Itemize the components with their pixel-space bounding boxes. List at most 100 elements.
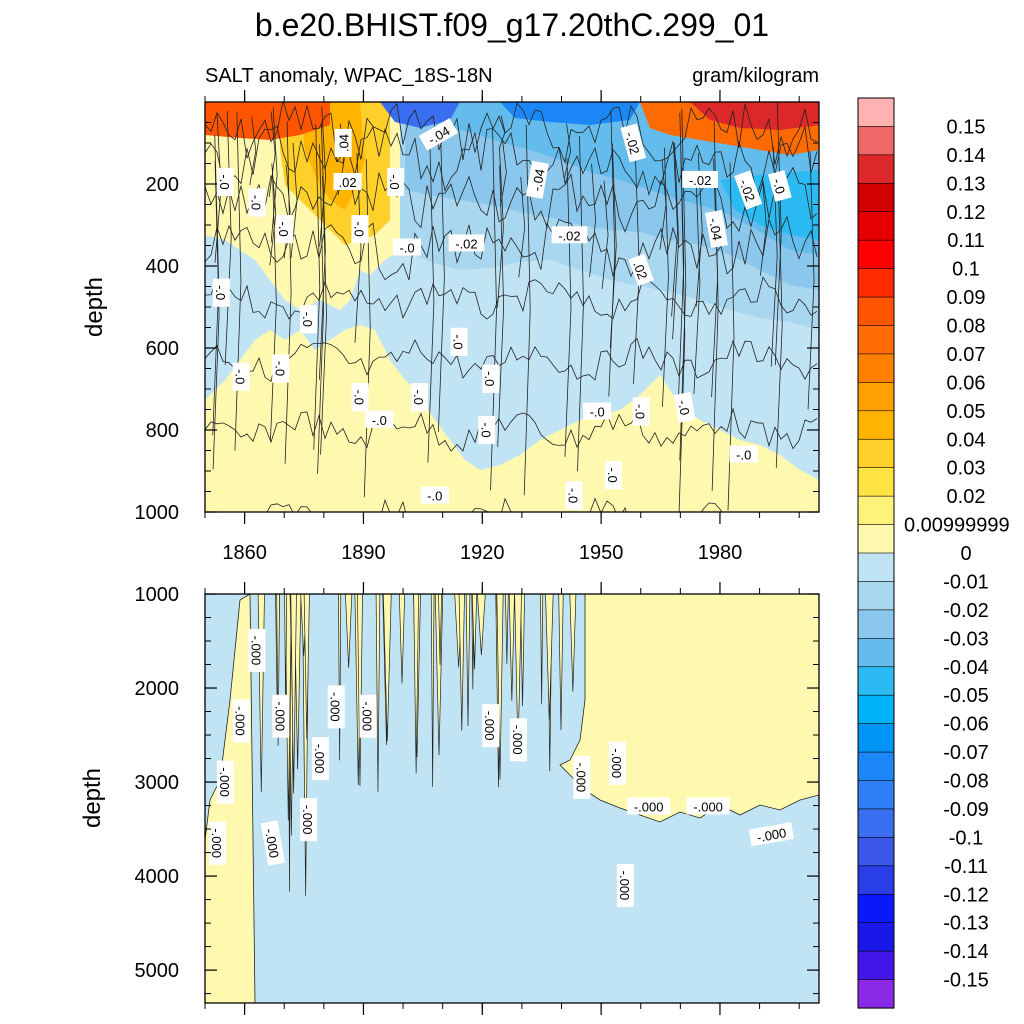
- bottom-streaks: [257, 594, 577, 896]
- contour-label-text: -.000: [262, 827, 282, 859]
- contour-label-text: -.000: [482, 711, 497, 741]
- bottom-plume: [413, 594, 419, 774]
- bottom-plume: [496, 594, 504, 780]
- contour-label: -.0: [232, 362, 250, 391]
- contour-label-bg: [729, 445, 758, 463]
- x-tick-label: 1950: [579, 542, 624, 564]
- contour-label: -.0: [768, 170, 792, 202]
- contour-line: [224, 111, 232, 365]
- colorbar-label: -0.09: [943, 799, 989, 821]
- contour-label-text: -.0: [300, 312, 315, 327]
- contour-label-bg: [628, 253, 655, 287]
- bottom-plume: [508, 594, 515, 701]
- bottom-plume: [545, 594, 554, 721]
- colorbar-label: 0.03: [947, 458, 986, 480]
- contour-label-text: -.000: [209, 828, 224, 858]
- contour-line: [427, 142, 435, 463]
- contour-label: -.000: [248, 628, 266, 672]
- colorbar-swatch: [857, 780, 895, 810]
- bottom-plume: [569, 594, 577, 692]
- y-tick-label: 5000: [135, 960, 180, 982]
- contour-label-text: -.0: [411, 390, 426, 405]
- contour-label-bg: [216, 760, 234, 804]
- colorbar-label: -0.14: [943, 941, 989, 963]
- contour-line: [564, 158, 572, 457]
- contour-line: [270, 107, 278, 243]
- contour-label-text: -.000: [217, 767, 232, 797]
- contour-label: -.000: [260, 820, 285, 866]
- contour-line: [559, 594, 819, 823]
- colorbar-label: -0.11: [944, 856, 988, 878]
- contour-line: [518, 176, 526, 278]
- contour-label: -.0: [420, 486, 449, 504]
- y-tick-label: 800: [146, 420, 179, 442]
- contour-label: -.0: [565, 481, 583, 510]
- colorbar-label: 0.08: [947, 316, 986, 338]
- contour-label-bg: [359, 694, 377, 738]
- contour-label-bg: [410, 383, 428, 412]
- contour-label-text: -.02: [736, 177, 758, 203]
- contour-label-bg: [605, 461, 623, 490]
- top-x-axis: 1860 1890 1920 1950 1980: [204, 90, 800, 564]
- contour-line: [577, 135, 584, 472]
- contour-line: [437, 123, 445, 432]
- contour-label-bg: [525, 160, 549, 199]
- contour-label-text: -.000: [617, 871, 632, 901]
- contour-label-bg: [448, 234, 485, 252]
- contour-label-text: -.0: [387, 174, 402, 189]
- contour-line: [497, 148, 504, 308]
- contour-label-text: -.0: [478, 422, 493, 437]
- contour-line: [671, 145, 678, 317]
- bottom-plume: [471, 594, 478, 670]
- contour-label-text: -.0: [736, 448, 751, 463]
- contour-label: -.02: [734, 170, 763, 210]
- contour-label: -.02: [620, 123, 647, 163]
- contour-line: [759, 176, 767, 276]
- chart-subtitle-right: gram/kilogram: [692, 65, 819, 87]
- contour-label-text: -.0: [248, 195, 263, 210]
- contour-label-text: .02: [339, 175, 357, 190]
- colorbar-swatch: [857, 126, 895, 156]
- contour-label-bg: [208, 821, 226, 865]
- colorbar-label: 0.14: [947, 145, 986, 167]
- colorbar-swatch: [857, 723, 895, 753]
- contour-label: -.000: [627, 797, 671, 815]
- contour-line: [205, 276, 818, 320]
- contour-label-bg: [248, 628, 266, 672]
- contour-label: -.000: [509, 718, 527, 762]
- contour-label-text: -.0: [272, 361, 287, 376]
- contour-line: [205, 594, 256, 1003]
- contour-label-bg: [748, 822, 795, 847]
- colorbar-swatch: [857, 609, 895, 639]
- contour-label-bg: [248, 188, 266, 217]
- bottom-y-axis-label: depth: [79, 768, 106, 828]
- contour-line: [318, 122, 326, 380]
- contour-label-bg: [705, 210, 728, 249]
- contour-label: -.0: [216, 167, 234, 197]
- contour-label-bg: [260, 820, 285, 866]
- contour-label: .02: [628, 253, 655, 287]
- contour-label-bg: [482, 364, 500, 393]
- contour-line: [775, 180, 783, 468]
- colorbar-label: 0.09: [947, 287, 986, 309]
- y-tick-label: 3000: [135, 772, 180, 794]
- bottom-contour-labels: -.000 -.000 -.000 -.000 -.000 -.000 -.000 -.000…: [208, 628, 795, 907]
- colorbar-label: -0.04: [943, 657, 989, 679]
- contour-label-bg: [573, 755, 591, 799]
- bottom-x-axis: [204, 582, 800, 1015]
- contour-label: -.0: [365, 410, 394, 428]
- contour-label-text: -.000: [300, 805, 315, 835]
- contour-label-bg: [608, 741, 626, 785]
- colorbar-swatch: [857, 211, 895, 241]
- contour-line: [609, 143, 617, 349]
- colorbar-label: -0.1: [949, 827, 983, 849]
- contour-label: -.0: [673, 392, 696, 423]
- colorbar-swatch: [857, 154, 895, 184]
- y-tick-label: 4000: [135, 866, 180, 888]
- contour-label-text: -.0: [590, 405, 605, 420]
- contour-label: -.04: [525, 160, 549, 199]
- colorbar-swatch: [857, 467, 895, 497]
- contour-label-text: -.0: [605, 468, 620, 483]
- colorbar-swatch: [857, 325, 895, 355]
- contour-label: -.0: [632, 397, 650, 426]
